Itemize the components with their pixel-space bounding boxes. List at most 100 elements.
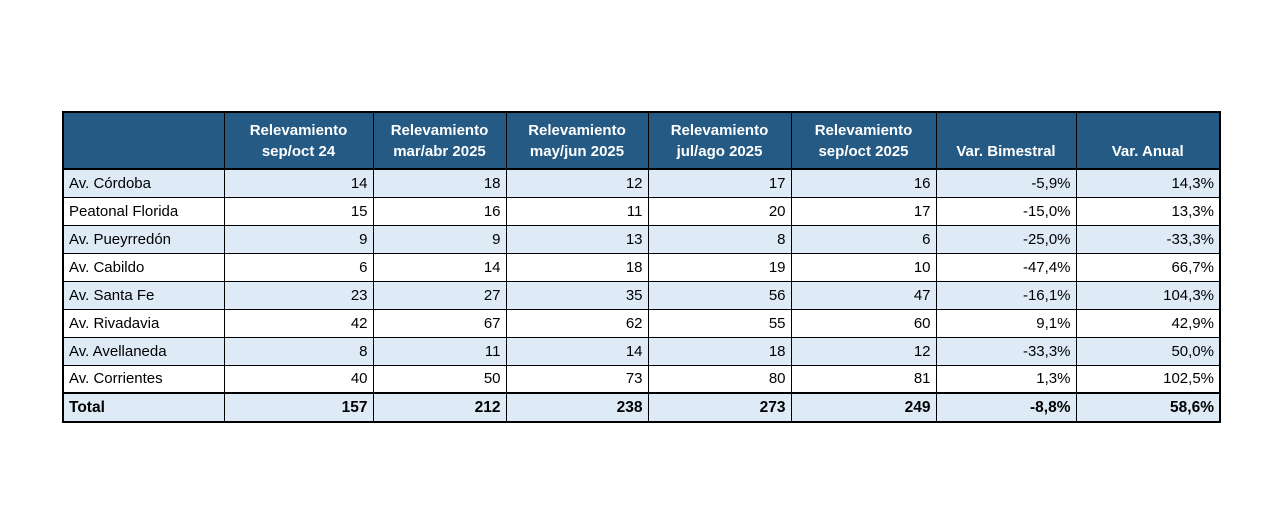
cell-value: 18 [647,336,792,366]
row-label: Total [62,392,225,423]
cell-value: 67 [372,308,507,338]
cell-value: 20 [647,196,792,226]
cell-value: 10 [790,252,937,282]
cell-value: 55 [647,308,792,338]
row-label: Av. Cabildo [62,252,225,282]
table-body: Av. Córdoba 14 18 12 17 16 -5,9% 14,3% Peatonal … [62,168,1221,423]
table-row: Av. Santa Fe 23 27 35 56 47 -16,1% 104,3% [62,280,1221,310]
table-row: Av. Cabildo 6 14 18 19 10 -47,4% 66,7% [62,252,1221,282]
cell-value: 40 [223,364,374,394]
cell-value: 66,7% [1075,252,1221,282]
cell-value: 9 [223,224,374,254]
column-header-rel-mar-abr-25: Relevamiento mar/abr 2025 [372,111,507,170]
cell-value: 50,0% [1075,336,1221,366]
cell-value: 16 [790,168,937,198]
cell-value: 80 [647,364,792,394]
cell-value: 60 [790,308,937,338]
survey-table: Relevamiento sep/oct 24 Relevamiento mar/ab… [62,111,1221,423]
cell-value: -33,3% [935,336,1077,366]
cell-value: 47 [790,280,937,310]
cell-value: 12 [790,336,937,366]
cell-value: 58,6% [1075,392,1221,423]
column-header-line2: Var. Bimestral [956,143,1056,161]
cell-value: 50 [372,364,507,394]
cell-value: 14 [505,336,649,366]
column-header-var-anual: Var. Anual [1075,111,1221,170]
cell-value: 27 [372,280,507,310]
cell-value: 273 [647,392,792,423]
cell-value: 81 [790,364,937,394]
cell-value: 6 [223,252,374,282]
cell-value: 18 [372,168,507,198]
row-label: Av. Santa Fe [62,280,225,310]
cell-value: 238 [505,392,649,423]
table-row: Av. Rivadavia 42 67 62 55 60 9,1% 42,9% [62,308,1221,338]
cell-value: -16,1% [935,280,1077,310]
cell-value: 102,5% [1075,364,1221,394]
cell-value: 17 [647,168,792,198]
cell-value: -47,4% [935,252,1077,282]
cell-value: 12 [505,168,649,198]
column-header-line1: Relevamiento [390,121,489,139]
row-label: Av. Corrientes [62,364,225,394]
cell-value: 9,1% [935,308,1077,338]
cell-value: 1,3% [935,364,1077,394]
column-header-name [62,111,225,170]
column-header-rel-may-jun-25: Relevamiento may/jun 2025 [505,111,649,170]
cell-value: 17 [790,196,937,226]
cell-value: -33,3% [1075,224,1221,254]
cell-value: 18 [505,252,649,282]
cell-value: -5,9% [935,168,1077,198]
table-row-total: Total 157 212 238 273 249 -8,8% 58,6% [62,392,1221,423]
cell-value: 104,3% [1075,280,1221,310]
cell-value: 13 [505,224,649,254]
cell-value: 35 [505,280,649,310]
cell-value: -8,8% [935,392,1077,423]
column-header-line1: Relevamiento [528,121,626,139]
column-header-line2: jul/ago 2025 [676,143,763,161]
table-row: Av. Avellaneda 8 11 14 18 12 -33,3% 50,0% [62,336,1221,366]
cell-value: 16 [372,196,507,226]
cell-value: -25,0% [935,224,1077,254]
cell-value: 157 [223,392,374,423]
cell-value: 249 [790,392,937,423]
column-header-rel-sep-oct-24: Relevamiento sep/oct 24 [223,111,374,170]
row-label: Av. Rivadavia [62,308,225,338]
cell-value: 8 [647,224,792,254]
row-label: Peatonal Florida [62,196,225,226]
column-header-rel-jul-ago-25: Relevamiento jul/ago 2025 [647,111,792,170]
cell-value: 56 [647,280,792,310]
table-row: Peatonal Florida 15 16 11 20 17 -15,0% 13,3% [62,196,1221,226]
column-header-line1: Relevamiento [249,121,348,139]
cell-value: 14,3% [1075,168,1221,198]
cell-value: 6 [790,224,937,254]
column-header-var-bimestral: Var. Bimestral [935,111,1077,170]
column-header-line2: sep/oct 24 [261,143,336,161]
cell-value: -15,0% [935,196,1077,226]
row-label: Av. Avellaneda [62,336,225,366]
cell-value: 15 [223,196,374,226]
column-header-line2: sep/oct 2025 [818,143,909,161]
column-header-line1: Relevamiento [670,121,769,139]
table-header: Relevamiento sep/oct 24 Relevamiento mar/ab… [62,111,1221,170]
column-header-line2: Var. Anual [1111,143,1184,161]
header-row: Relevamiento sep/oct 24 Relevamiento mar/ab… [62,111,1221,170]
table-row: Av. Corrientes 40 50 73 80 81 1,3% 102,5% [62,364,1221,394]
cell-value: 73 [505,364,649,394]
column-header-line2: may/jun 2025 [529,143,625,161]
table-row: Av. Córdoba 14 18 12 17 16 -5,9% 14,3% [62,168,1221,198]
cell-value: 13,3% [1075,196,1221,226]
cell-value: 9 [372,224,507,254]
cell-value: 19 [647,252,792,282]
table-row: Av. Pueyrredón 9 9 13 8 6 -25,0% -33,3% [62,224,1221,254]
row-label: Av. Pueyrredón [62,224,225,254]
cell-value: 42,9% [1075,308,1221,338]
cell-value: 14 [372,252,507,282]
cell-value: 14 [223,168,374,198]
cell-value: 212 [372,392,507,423]
cell-value: 11 [505,196,649,226]
column-header-line1: Relevamiento [814,121,913,139]
cell-value: 23 [223,280,374,310]
cell-value: 11 [372,336,507,366]
